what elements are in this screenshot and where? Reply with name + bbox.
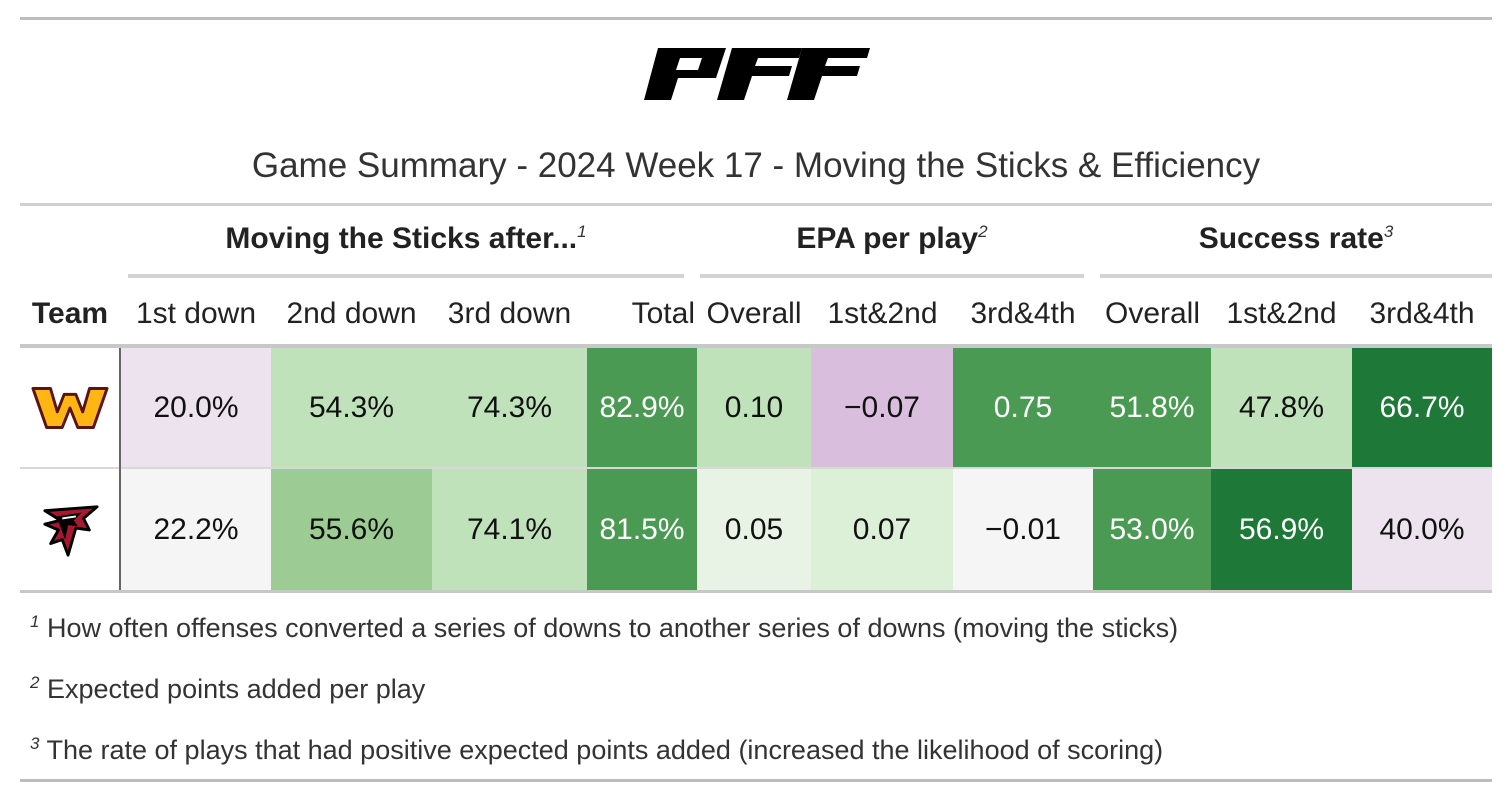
table-title: Game Summary - 2024 Week 17 - Moving the… [251, 146, 1261, 185]
column-header-epa-overall: Overall [706, 297, 802, 330]
cell-epa-overall: 0.05 [697, 469, 811, 590]
team-column-divider [119, 348, 121, 590]
cell-2nd-down: 54.3% [271, 348, 432, 467]
cell-success-3rd4th: 40.0% [1352, 469, 1492, 590]
cell-epa-3rd4th: 0.75 [953, 348, 1093, 467]
column-header-total: Total [631, 297, 695, 330]
team-cell-falcons [20, 469, 120, 590]
cell-success-overall: 53.0% [1093, 469, 1211, 590]
cell-success-1st2nd: 47.8% [1211, 348, 1352, 467]
cell-epa-overall: 0.10 [697, 348, 811, 467]
footnote-text: How often offenses converted a series of… [46, 613, 1179, 643]
pff-logo [640, 46, 872, 104]
column-header-1st-down: 1st down [135, 297, 257, 330]
cell-1st-down: 22.2% [121, 469, 271, 590]
header-rule [20, 344, 1492, 348]
footnote-mark: 1 [577, 222, 587, 241]
group-underline [128, 274, 684, 278]
group-label: Success rate [1198, 222, 1384, 255]
cell-3rd-down: 74.1% [432, 469, 587, 590]
footnote-mark: 1 [30, 612, 40, 631]
falcons-logo-icon [43, 504, 99, 557]
group-header-moving-sticks: Moving the Sticks after...1 [128, 222, 684, 256]
group-header-epa: EPA per play2 [700, 222, 1084, 256]
cell-1st-down: 20.0% [121, 348, 271, 467]
footnote-mark: 2 [30, 673, 40, 692]
cell-success-3rd4th: 66.7% [1352, 348, 1492, 467]
footnote-3: 3 The rate of plays that had positive ex… [30, 734, 1163, 766]
cell-epa-3rd4th: −0.01 [953, 469, 1093, 590]
group-header-success-rate: Success rate3 [1100, 222, 1492, 256]
cell-total: 82.9% [587, 348, 697, 467]
column-header-success-overall: Overall [1104, 297, 1201, 330]
footnote-1: 1 How often offenses converted a series … [30, 612, 1178, 644]
group-label: EPA per play [796, 222, 979, 255]
column-header-epa-1st2nd: 1st&2nd [827, 297, 938, 330]
cell-success-1st2nd: 56.9% [1211, 469, 1352, 590]
footnote-text: The rate of plays that had positive expe… [46, 735, 1164, 765]
top-rule [20, 17, 1492, 20]
group-label: Moving the Sticks after... [225, 222, 578, 255]
footnote-2: 2 Expected points added per play [30, 673, 425, 705]
column-header-success-3rd4th: 3rd&4th [1369, 297, 1475, 330]
row-divider [20, 467, 1492, 469]
column-header-2nd-down: 2nd down [286, 297, 417, 330]
bottom-rule [20, 779, 1492, 782]
footnote-mark: 2 [978, 222, 988, 241]
cell-3rd-down: 74.3% [432, 348, 587, 467]
column-header-team: Team [31, 297, 109, 330]
cell-2nd-down: 55.6% [271, 469, 432, 590]
commanders-logo-icon [31, 386, 109, 429]
group-underline [700, 274, 1084, 278]
group-underline [1100, 274, 1492, 278]
column-header-success-1st2nd: 1st&2nd [1226, 297, 1337, 330]
title-rule [20, 203, 1492, 206]
cell-epa-1st2nd: 0.07 [811, 469, 953, 590]
footnote-mark: 3 [30, 734, 40, 753]
cell-success-overall: 51.8% [1093, 348, 1211, 467]
cell-epa-1st2nd: −0.07 [811, 348, 953, 467]
footnote-mark: 3 [1383, 222, 1394, 241]
footnote-text: Expected points added per play [46, 674, 426, 704]
table-bottom-rule [20, 590, 1492, 593]
column-header-3rd-down: 3rd down [447, 297, 572, 330]
cell-total: 81.5% [587, 469, 697, 590]
team-cell-commanders [20, 348, 120, 467]
column-header-epa-3rd4th: 3rd&4th [970, 297, 1076, 330]
